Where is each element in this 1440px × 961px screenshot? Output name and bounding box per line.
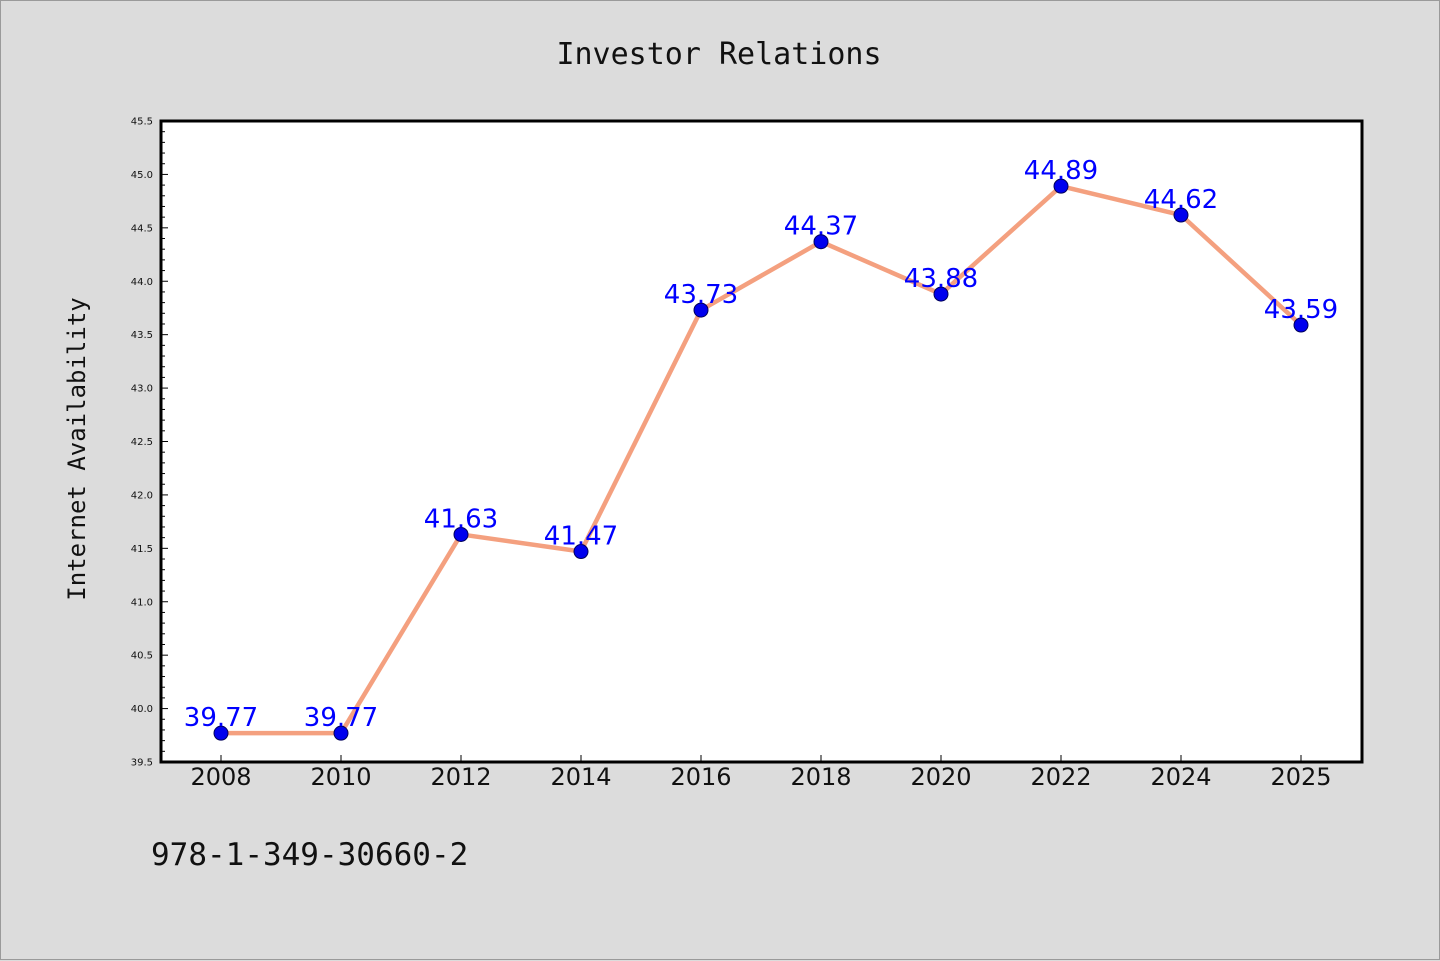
x-tick-label: 2020 bbox=[910, 763, 971, 791]
y-tick-label: 42.5 bbox=[131, 437, 153, 448]
y-axis-ticks: 39.5 40.0 40.5 41.0 41.5 42.0 42.5 43.0 43.5 44.0… bbox=[131, 117, 168, 769]
series-line-group bbox=[218, 183, 1304, 736]
data-point bbox=[1053, 178, 1069, 194]
data-label: 41.63 bbox=[424, 504, 498, 534]
data-label: 44.62 bbox=[1144, 185, 1218, 215]
data-point bbox=[213, 725, 229, 741]
data-label: 43.73 bbox=[664, 280, 738, 310]
data-label: 43.88 bbox=[904, 264, 978, 294]
x-axis-ticks: 2008 2010 2012 2014 2016 2018 2020 2022 2024 2025 bbox=[190, 755, 1332, 791]
data-label: 41.47 bbox=[544, 522, 618, 552]
x-tick-label: 2010 bbox=[310, 763, 371, 791]
data-label: 44.89 bbox=[1024, 156, 1098, 186]
plot-area bbox=[159, 119, 1364, 764]
data-point bbox=[933, 286, 949, 302]
x-tick-label: 2012 bbox=[430, 763, 491, 791]
x-tick-label: 2016 bbox=[670, 763, 731, 791]
x-tick-label: 2014 bbox=[550, 763, 611, 791]
y-tick-label: 45.5 bbox=[131, 117, 153, 128]
y-tick-label: 44.5 bbox=[131, 223, 153, 234]
data-label: 39.77 bbox=[304, 703, 378, 733]
data-point bbox=[1173, 207, 1189, 223]
data-point bbox=[693, 302, 709, 318]
data-label: 43.59 bbox=[1264, 295, 1338, 325]
footer-code: 978-1-349-30660-2 bbox=[151, 837, 468, 873]
x-tick-label: 2025 bbox=[1270, 763, 1331, 791]
y-tick-label: 40.0 bbox=[131, 704, 153, 715]
y-tick-label: 39.5 bbox=[131, 758, 153, 769]
data-label: 44.37 bbox=[784, 212, 858, 242]
y-tick-label: 44.0 bbox=[131, 277, 153, 288]
data-point bbox=[333, 725, 349, 741]
y-tick-label: 43.0 bbox=[131, 384, 153, 395]
y-tick-label: 40.5 bbox=[131, 651, 153, 662]
data-points bbox=[213, 178, 1309, 741]
x-tick-label: 2022 bbox=[1030, 763, 1091, 791]
data-label: 39.77 bbox=[184, 703, 258, 733]
data-point bbox=[573, 544, 589, 560]
data-labels: 39.77 39.77 41.63 41.47 43.73 44.37 43.88 44.89… bbox=[184, 156, 1338, 733]
y-tick-label: 41.5 bbox=[131, 544, 153, 555]
x-tick-label: 2008 bbox=[190, 763, 251, 791]
y-tick-label: 45.0 bbox=[131, 170, 153, 181]
y-tick-label: 41.0 bbox=[131, 597, 153, 608]
series-line bbox=[218, 183, 1304, 736]
data-point bbox=[813, 234, 829, 250]
data-point bbox=[453, 526, 469, 542]
data-point bbox=[1293, 317, 1309, 333]
y-tick-label: 42.0 bbox=[131, 490, 153, 501]
chart-title: Investor Relations bbox=[556, 37, 881, 72]
x-tick-label: 2018 bbox=[790, 763, 851, 791]
y-axis-label: Internet Availability bbox=[63, 297, 91, 600]
x-tick-label: 2024 bbox=[1150, 763, 1211, 791]
y-tick-label: 43.5 bbox=[131, 330, 153, 341]
